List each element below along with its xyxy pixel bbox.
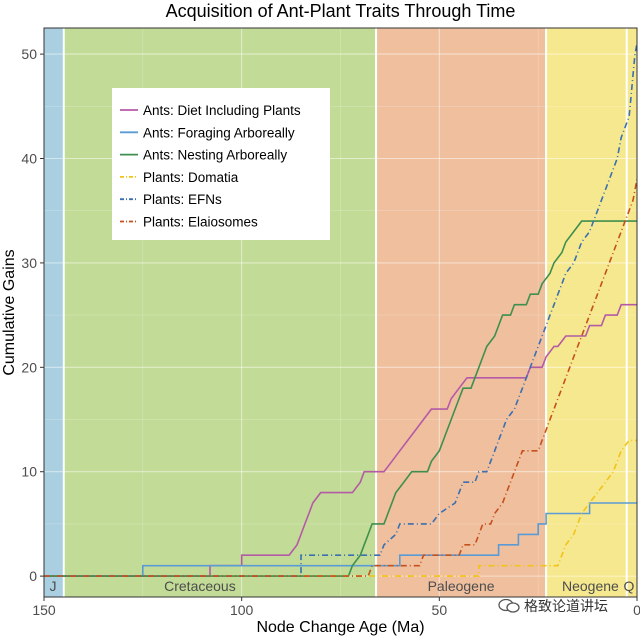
period-band-j — [44, 28, 64, 597]
period-band-neogene — [546, 28, 627, 597]
legend-label: Plants: Elaiosomes — [143, 215, 258, 230]
series-line-2 — [44, 220, 637, 577]
period-band-q — [626, 28, 637, 597]
y-tick-label: 10 — [21, 464, 37, 480]
y-tick-label: 30 — [21, 255, 37, 271]
period-label: Neogene — [562, 578, 619, 594]
legend-label: Ants: Diet Including Plants — [143, 103, 301, 118]
period-labels: J Cretaceous Paleogene Neogene Q — [50, 578, 635, 594]
period-label: Paleogene — [428, 578, 495, 594]
x-tick-label: 150 — [32, 602, 56, 618]
legend-label: Ants: Nesting Arboreally — [143, 148, 287, 163]
x-axis: 150 100 50 0 — [32, 597, 640, 618]
series-line-4 — [44, 43, 637, 577]
wechat-icon — [498, 599, 520, 613]
y-tick-label: 0 — [29, 568, 37, 584]
legend-label: Plants: EFNs — [143, 192, 222, 207]
period-bands — [44, 28, 637, 597]
plot-frame — [43, 27, 638, 598]
series-line-0 — [44, 303, 637, 577]
watermark-text: 格致论道讲坛 — [524, 598, 608, 614]
watermark: 格致论道讲坛 — [498, 596, 608, 616]
chart-title: Acquisition of Ant-Plant Traits Through … — [166, 1, 516, 21]
legend-label: Plants: Domatia — [143, 170, 239, 185]
x-axis-title: Node Change Age (Ma) — [256, 619, 424, 636]
series-lines — [44, 43, 637, 577]
x-tick-label: 50 — [432, 602, 448, 618]
period-label: Q — [624, 578, 635, 594]
y-axis: 0 10 20 30 40 50 — [21, 46, 44, 584]
y-tick-label: 40 — [21, 151, 37, 167]
period-label: Cretaceous — [164, 578, 236, 594]
legend: Ants: Diet Including Plants Ants: Foragin… — [112, 88, 330, 240]
series-line-3 — [44, 439, 637, 577]
period-label: J — [50, 578, 57, 594]
y-tick-label: 20 — [21, 359, 37, 375]
legend-box — [112, 88, 330, 240]
series-line-5 — [44, 179, 637, 577]
period-band-paleogene — [376, 28, 547, 597]
x-tick-label: 0 — [633, 602, 640, 618]
y-tick-label: 50 — [21, 46, 37, 62]
x-tick-label: 100 — [230, 602, 254, 618]
series-line-1 — [44, 502, 637, 577]
legend-label: Ants: Foraging Arboreally — [143, 125, 295, 140]
y-axis-title: Cumulative Gains — [1, 249, 18, 375]
